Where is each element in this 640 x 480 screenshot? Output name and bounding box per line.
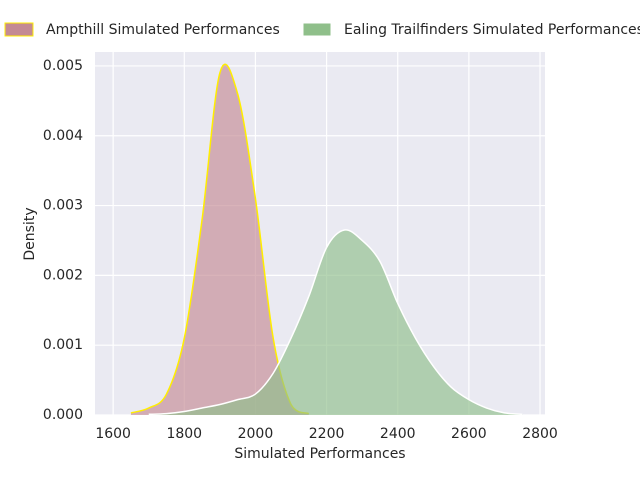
density-area xyxy=(148,229,523,415)
x-tick-label: 2600 xyxy=(451,426,487,442)
x-tick-label: 2800 xyxy=(522,426,558,442)
y-tick-label: 0.002 xyxy=(43,267,83,283)
x-tick-label: 1600 xyxy=(95,426,131,442)
x-tick-label: 2200 xyxy=(309,426,345,442)
y-tick-label: 0.004 xyxy=(43,128,83,144)
x-tick-label: 1800 xyxy=(166,426,202,442)
x-axis-label: Simulated Performances xyxy=(234,446,405,462)
legend-swatch xyxy=(4,22,34,37)
y-axis-label: Density xyxy=(22,207,38,260)
density-line xyxy=(148,229,523,416)
legend-label: Ealing Trailfinders Simulated Performanc… xyxy=(344,22,640,38)
x-tick-label: 2400 xyxy=(380,426,416,442)
y-tick-label: 0.000 xyxy=(43,407,83,423)
x-tick-label: 2000 xyxy=(238,426,274,442)
legend-swatch xyxy=(302,22,332,37)
density-area xyxy=(130,64,309,416)
y-tick-label: 0.001 xyxy=(43,337,83,353)
legend-label: Ampthill Simulated Performances xyxy=(46,22,280,38)
y-tick-label: 0.003 xyxy=(43,198,83,214)
y-tick-label: 0.005 xyxy=(43,58,83,74)
density-line xyxy=(130,63,310,415)
